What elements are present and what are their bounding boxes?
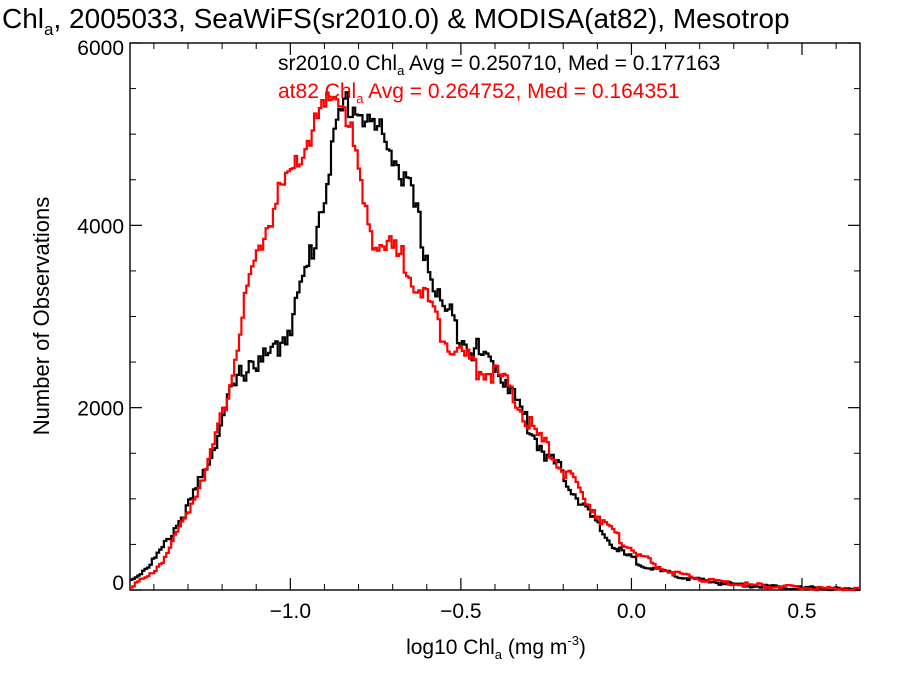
x-axis-label: log10 Chla (mg m-3): [406, 633, 586, 662]
title-chl: Chl: [2, 3, 44, 34]
x-tick-label: 0.0: [617, 600, 646, 623]
annotation-at82: at82 Chla Avg = 0.264752, Med = 0.164351: [278, 80, 680, 106]
y-axis-label: Number of Observations: [29, 197, 54, 435]
xlabel-superscript: -3: [567, 633, 579, 648]
xlabel-subscript: a: [495, 647, 503, 662]
annotation-at82-chl: at82 Chl: [278, 80, 356, 103]
xlabel-log10: log10 Chl: [406, 636, 495, 659]
y-tick-label: 0: [112, 572, 124, 595]
plot-frame: [129, 42, 861, 591]
y-tick-labels: 0 2000 4000 6000: [77, 37, 124, 595]
x-tick-labels: −1.0 −0.5 0.0 0.5: [270, 600, 817, 623]
xlabel-unit: (mg m: [502, 636, 567, 659]
annotation-sr2010-chl: sr2010.0 Chl: [278, 52, 397, 75]
y-tick-label: 2000: [77, 398, 124, 421]
xlabel-close: ): [579, 636, 586, 659]
y-tick-label: 6000: [77, 37, 124, 60]
x-tick-label: 0.5: [787, 600, 816, 623]
y-tick-label: 4000: [77, 215, 124, 238]
chart-title: Chla, 2005033, SeaWiFS(sr2010.0) & MODIS…: [2, 3, 790, 39]
title-subscript: a: [44, 20, 54, 39]
annotation-at82-subscript: a: [356, 91, 364, 106]
series-layer: [130, 91, 861, 592]
annotation-sr2010-values: Avg = 0.250710, Med = 0.177163: [404, 52, 720, 75]
x-tick-label: −1.0: [270, 600, 311, 623]
annotation-sr2010-subscript: a: [397, 63, 405, 78]
title-rest: , 2005033, SeaWiFS(sr2010.0) & MODISA(at…: [53, 3, 789, 34]
axis-ticks: [130, 42, 860, 591]
x-tick-label: −0.5: [440, 600, 481, 623]
series-at82-line: [130, 91, 861, 592]
annotation-sr2010: sr2010.0 Chla Avg = 0.250710, Med = 0.17…: [278, 52, 720, 78]
annotation-at82-values: Avg = 0.264752, Med = 0.164351: [363, 80, 679, 103]
